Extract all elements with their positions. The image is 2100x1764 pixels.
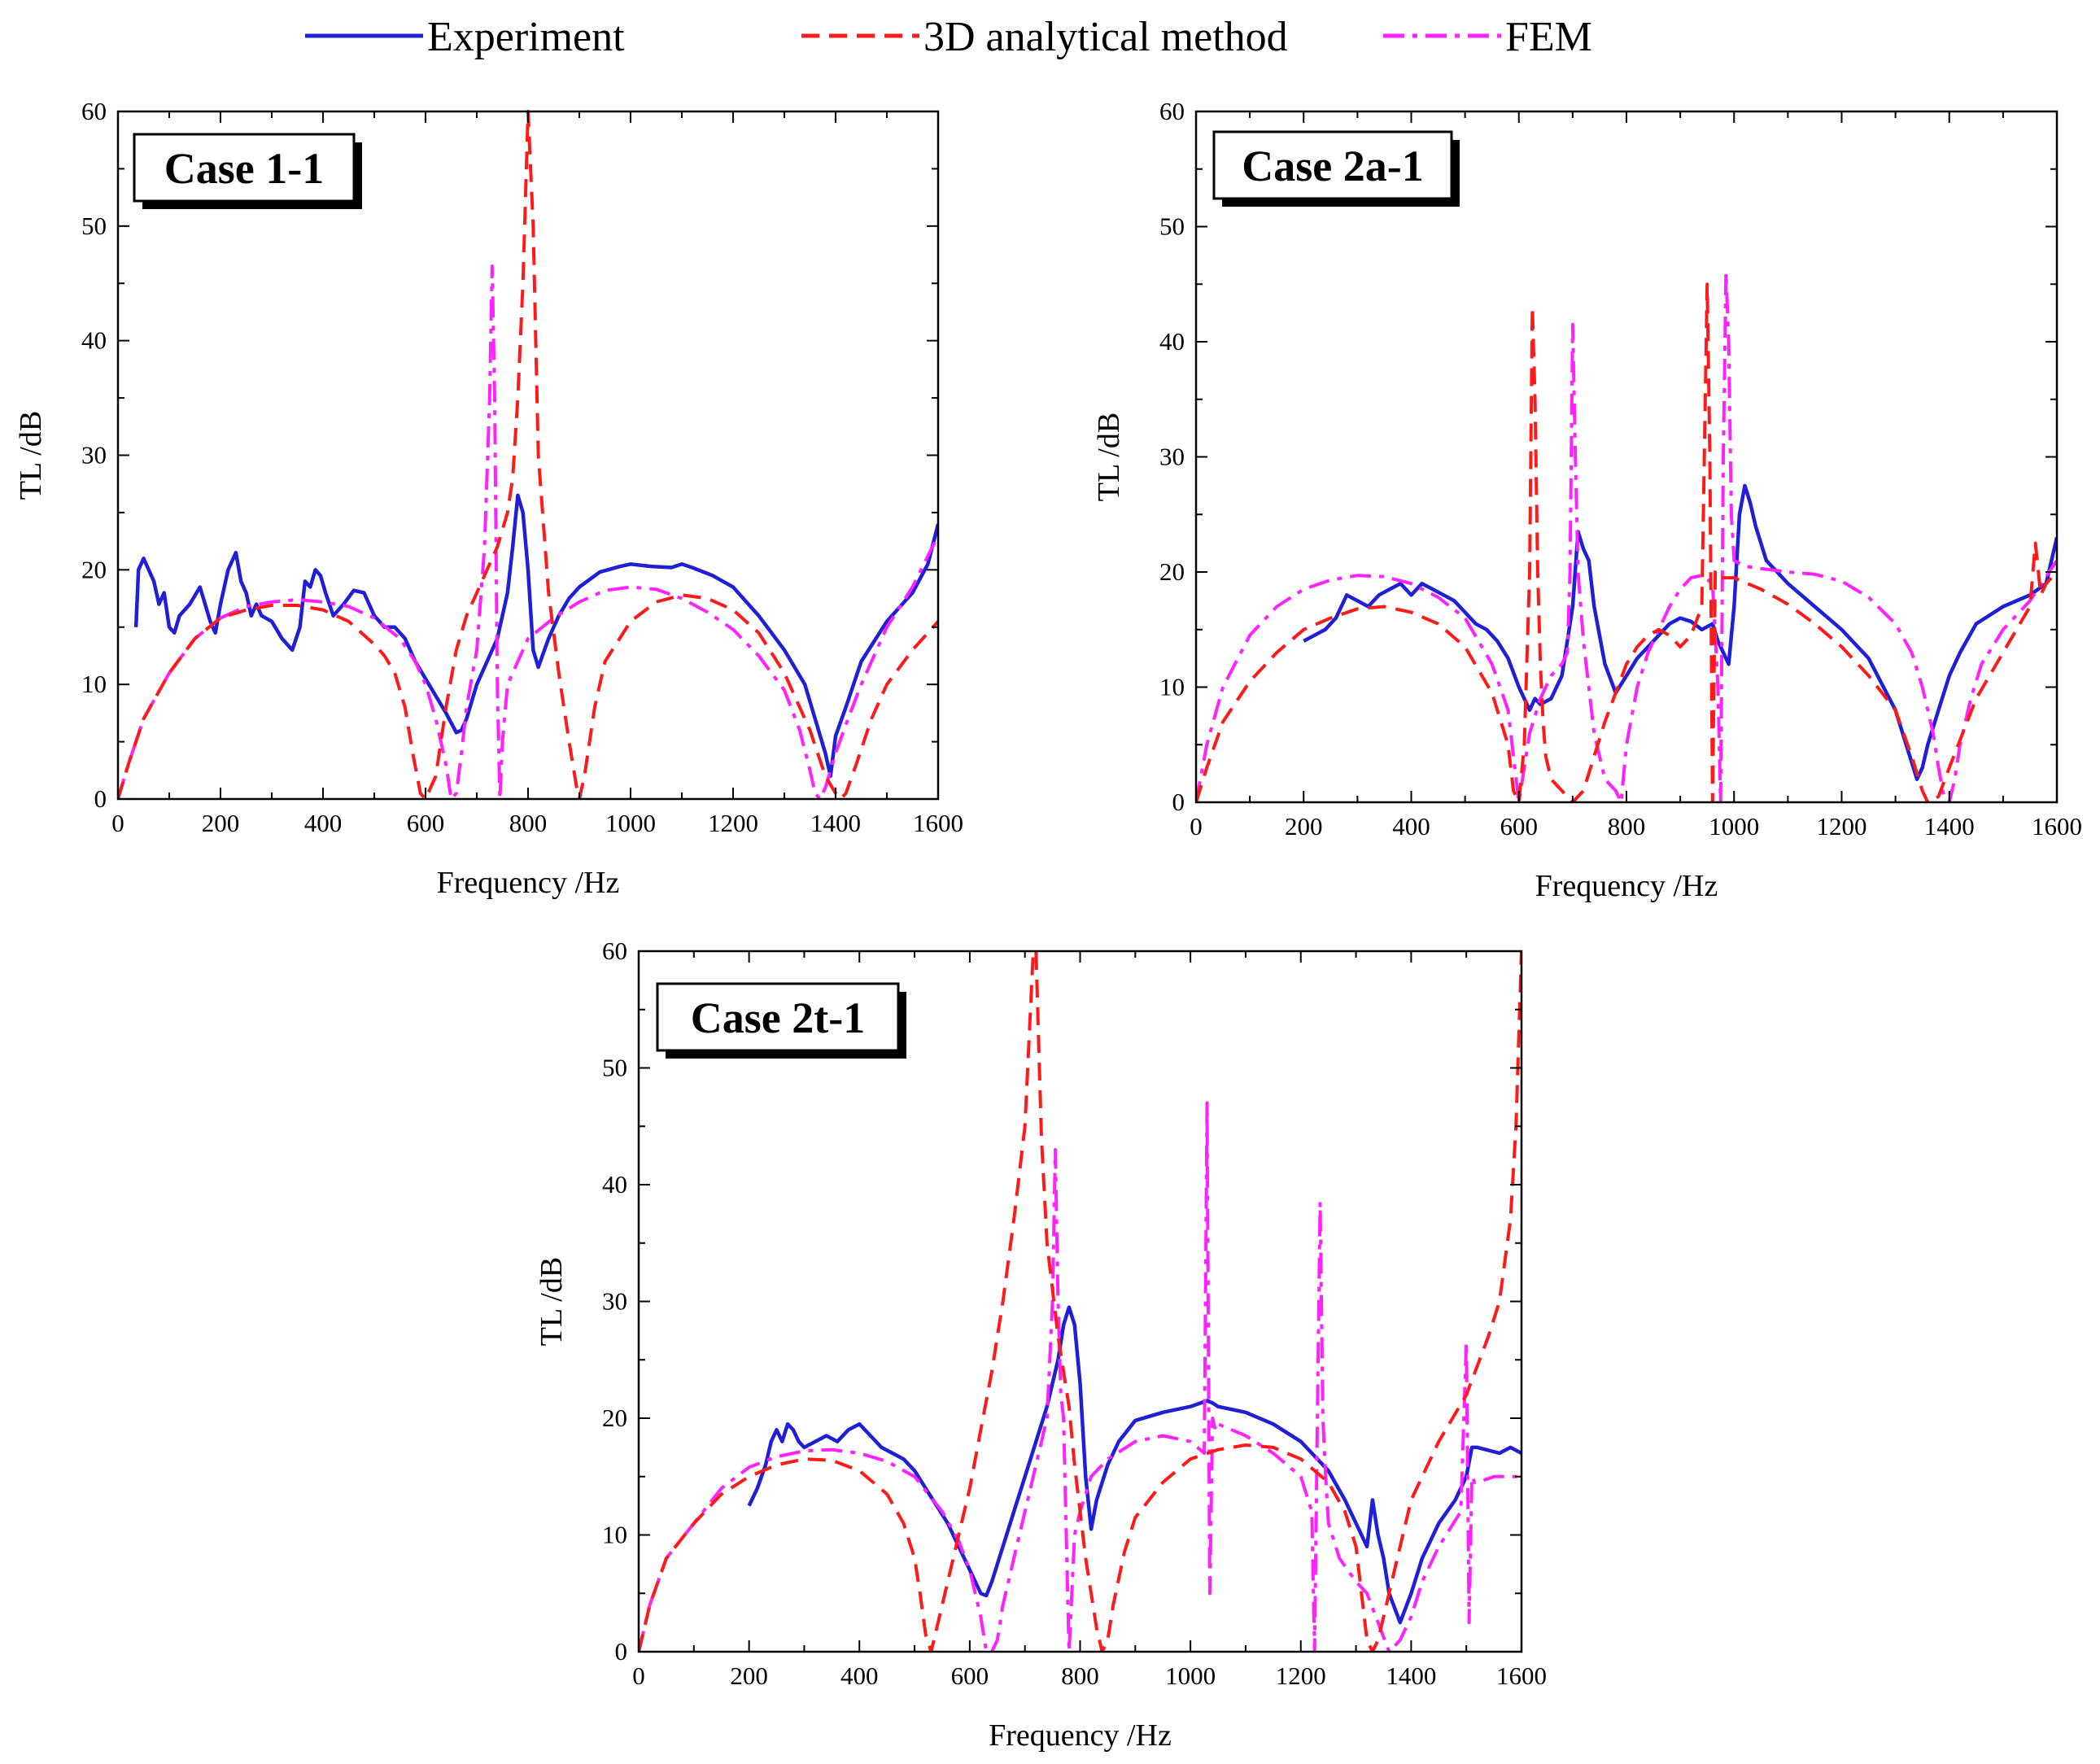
y-tick-label: 60	[602, 937, 627, 965]
y-tick-label: 0	[1172, 788, 1185, 816]
series-line-fem	[639, 1101, 1522, 1652]
y-tick-label: 0	[94, 784, 107, 813]
x-axis-label: Frequency /Hz	[437, 866, 620, 900]
case-label-box	[656, 982, 900, 1052]
x-tick-label: 1200	[708, 809, 758, 837]
legend: Experiment 3D analytical method FEM	[305, 14, 1592, 60]
plot-frame	[116, 110, 940, 801]
y-tick-label: 40	[1159, 327, 1185, 356]
series-line-experiment	[133, 493, 938, 779]
x-tick-label: 400	[840, 1661, 879, 1690]
x-tick-label: 1600	[2032, 812, 2082, 841]
y-tick-label: 60	[81, 97, 107, 125]
x-tick-label: 1000	[1165, 1661, 1216, 1690]
case-label-box	[133, 133, 356, 203]
case-label: Case 1-1	[164, 144, 324, 193]
x-tick-label: 1600	[913, 809, 963, 837]
chart-panel-1: 0 200 400 600 800 1000 1200 1400 1600 0 10 20 30 40 50…	[14, 97, 963, 900]
x-tick-label: 800	[1608, 812, 1646, 841]
x-tick-label: 1400	[1924, 812, 1975, 841]
y-tick-label: 50	[602, 1054, 627, 1082]
y-tick-label: 10	[1159, 673, 1185, 701]
chart-panel-3: 0 200 400 600 800 1000 1200 1400 1600 0 10 20 30 40 50…	[535, 937, 1547, 1753]
legend-label-1: 3D analytical method	[923, 14, 1288, 60]
x-tick-label: 1200	[1276, 1661, 1326, 1690]
series-line-3d-analytical-method	[118, 110, 938, 799]
x-tick-label: 400	[1392, 812, 1430, 841]
y-tick-label: 40	[602, 1170, 627, 1199]
x-tick-label: 400	[304, 809, 343, 837]
x-tick-label: 200	[730, 1661, 768, 1690]
y-tick-label: 50	[1159, 212, 1185, 241]
x-tick-label: 200	[1285, 812, 1323, 841]
chart-panel-2: 0 200 400 600 800 1000 1200 1400 1600 0 10 20 30 40 50…	[1092, 97, 2082, 903]
x-tick-label: 1200	[1817, 812, 1867, 841]
y-tick-label: 10	[81, 670, 107, 698]
case-label-box	[1212, 130, 1453, 200]
x-axis-label: Frequency /Hz	[1535, 869, 1718, 903]
y-tick-label: 40	[81, 326, 107, 355]
series-line-experiment	[747, 1305, 1522, 1625]
y-tick-label: 30	[1159, 443, 1185, 471]
series-line-3d-analytical-method	[1196, 282, 2057, 802]
x-tick-label: 1400	[810, 809, 861, 837]
case-label: Case 2a-1	[1242, 142, 1423, 190]
x-tick-label: 1400	[1386, 1661, 1436, 1690]
x-tick-label: 600	[951, 1661, 989, 1690]
x-tick-label: 1000	[1709, 812, 1759, 841]
y-tick-label: 20	[1159, 557, 1185, 586]
x-tick-label: 1600	[1496, 1661, 1547, 1690]
case-label: Case 2t-1	[691, 993, 865, 1042]
plot-frame	[1194, 110, 2059, 804]
y-tick-label: 50	[81, 212, 107, 240]
x-tick-label: 600	[1500, 812, 1539, 841]
y-tick-label: 20	[81, 555, 107, 583]
y-axis-label: TL /dB	[1092, 413, 1126, 501]
x-tick-label: 200	[202, 809, 240, 837]
x-tick-label: 0	[1190, 812, 1203, 841]
x-tick-label: 800	[1061, 1661, 1099, 1690]
y-tick-label: 30	[81, 441, 107, 469]
x-axis-label: Frequency /Hz	[989, 1718, 1172, 1753]
y-axis-label: TL /dB	[14, 411, 48, 500]
legend-label-0: Experiment	[427, 14, 625, 60]
legend-label-2: FEM	[1505, 14, 1592, 60]
x-tick-label: 1000	[605, 809, 656, 837]
series-line-3d-analytical-method	[639, 950, 1522, 1652]
x-tick-label: 600	[407, 809, 445, 837]
x-tick-label: 0	[111, 809, 124, 837]
x-tick-label: 800	[509, 809, 548, 837]
y-axis-label: TL /dB	[535, 1257, 569, 1346]
series-line-fem	[118, 264, 938, 799]
y-tick-label: 20	[602, 1404, 627, 1432]
series-line-experiment	[1303, 483, 2057, 781]
y-tick-label: 10	[602, 1521, 627, 1549]
y-tick-label: 60	[1159, 97, 1185, 125]
y-tick-label: 30	[602, 1287, 627, 1316]
series-line-fem	[1196, 271, 2057, 802]
x-tick-label: 0	[632, 1661, 645, 1690]
y-tick-label: 0	[615, 1637, 628, 1666]
